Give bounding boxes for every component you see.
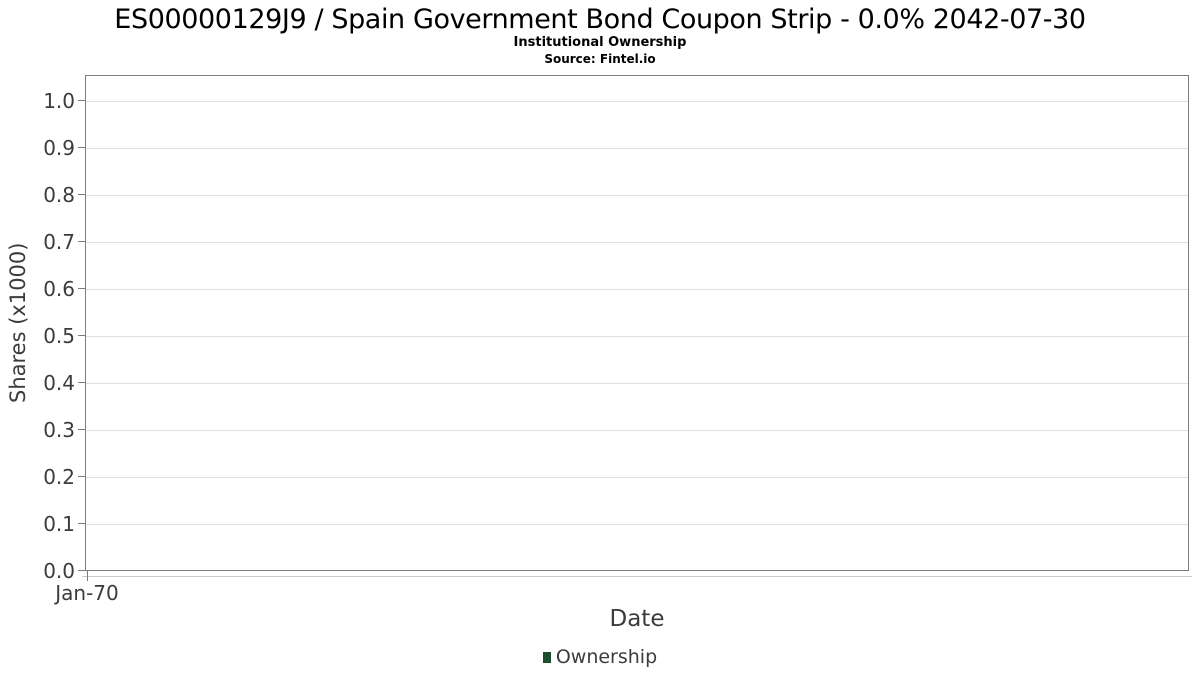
y-gridline [86,194,1188,196]
y-gridline [86,288,1188,290]
y-tick-mark [78,194,85,195]
y-gridline [86,476,1188,478]
y-gridline [86,382,1188,384]
x-tick-label: Jan-70 [55,581,119,605]
legend-label: Ownership [555,646,658,668]
y-tick-mark [78,476,85,477]
y-tick-mark [78,429,85,430]
y-tick-label: 0.6 [43,276,75,301]
y-tick-label: 0.1 [43,511,75,536]
x-axis-line [82,576,1192,577]
y-tick-label: 0.3 [43,417,75,442]
y-tick-mark [78,570,85,571]
y-gridline [86,100,1188,102]
x-axis-label: Date [609,606,665,632]
chart-subtitle: Institutional Ownership [513,35,687,50]
y-tick-mark [78,288,85,289]
y-tick-mark [78,523,85,524]
plot-area [85,75,1189,571]
y-tick-label: 0.2 [43,464,75,489]
y-tick-mark [78,241,85,242]
y-gridline [86,241,1188,243]
y-tick-label: 0.9 [43,135,75,160]
y-tick-label: 0.4 [43,370,75,395]
y-tick-mark [78,100,85,101]
y-tick-label: 0.0 [43,558,75,583]
y-tick-mark [78,147,85,148]
y-tick-mark [78,382,85,383]
y-gridline [86,523,1188,525]
legend: Ownership [0,646,1200,668]
y-tick-label: 0.7 [43,229,75,254]
y-tick-label: 0.5 [43,323,75,348]
y-tick-label: 0.8 [43,182,75,207]
y-tick-mark [78,335,85,336]
y-gridline [86,429,1188,431]
y-tick-label: 1.0 [43,88,75,113]
chart-source-credit: Source: Fintel.io [544,52,656,66]
chart-title: ES00000129J9 / Spain Government Bond Cou… [114,4,1086,35]
x-tick-mark [87,571,88,581]
y-gridline [86,335,1188,337]
y-gridline [86,147,1188,149]
legend-marker-square [542,651,551,663]
